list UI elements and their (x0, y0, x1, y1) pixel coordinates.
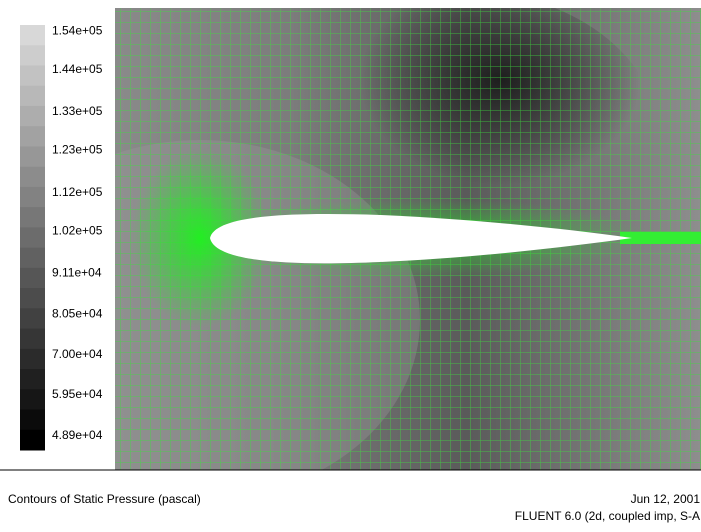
colorbar-swatch (20, 328, 45, 350)
colorbar-swatch (20, 207, 45, 228)
colorbar-tick-label: 1.23e+05 (52, 143, 103, 157)
colorbar-swatch (20, 65, 45, 87)
colorbar-swatch (20, 45, 45, 66)
colorbar-swatch (20, 288, 45, 309)
colorbar-swatch (20, 126, 45, 147)
colorbar-swatch (20, 146, 45, 168)
colorbar-swatch (20, 166, 45, 188)
colorbar-tick-label: 9.11e+04 (52, 266, 102, 280)
colorbar-tick-label: 1.33e+05 (52, 104, 103, 118)
colorbar-tick-label: 1.12e+05 (52, 185, 103, 199)
colorbar-tick-label: 7.00e+04 (52, 347, 103, 361)
colorbar-swatch (20, 105, 45, 127)
colorbar-swatch (20, 186, 45, 208)
colorbar-tick-label: 1.44e+05 (52, 62, 103, 76)
colorbar-swatch (20, 308, 45, 330)
colorbar-swatch (20, 369, 45, 390)
colorbar-swatch (20, 267, 45, 289)
colorbar-tick-label: 1.54e+05 (52, 23, 103, 37)
contour-field (115, 8, 701, 470)
colorbar-swatch (20, 429, 45, 451)
colorbar-swatch (20, 348, 45, 370)
colorbar-tick-label: 8.05e+04 (52, 306, 103, 320)
colorbar-swatch (20, 25, 45, 46)
colorbar-swatch (20, 227, 45, 249)
software: FLUENT 6.0 (2d, coupled imp, S-A (515, 509, 700, 523)
colorbar-tick-label: 4.89e+04 (52, 428, 103, 442)
colorbar-swatch (20, 85, 45, 107)
colorbar-swatch (20, 389, 45, 411)
colorbar-tick-label: 1.02e+05 (52, 224, 103, 238)
colorbar-swatch (20, 409, 45, 431)
colorbar-tick-label: 5.95e+04 (52, 387, 103, 401)
colorbar-swatch (20, 247, 45, 269)
date: Jun 12, 2001 (631, 492, 701, 506)
plot-title: Contours of Static Pressure (pascal) (8, 492, 201, 506)
airfoil (210, 214, 632, 264)
